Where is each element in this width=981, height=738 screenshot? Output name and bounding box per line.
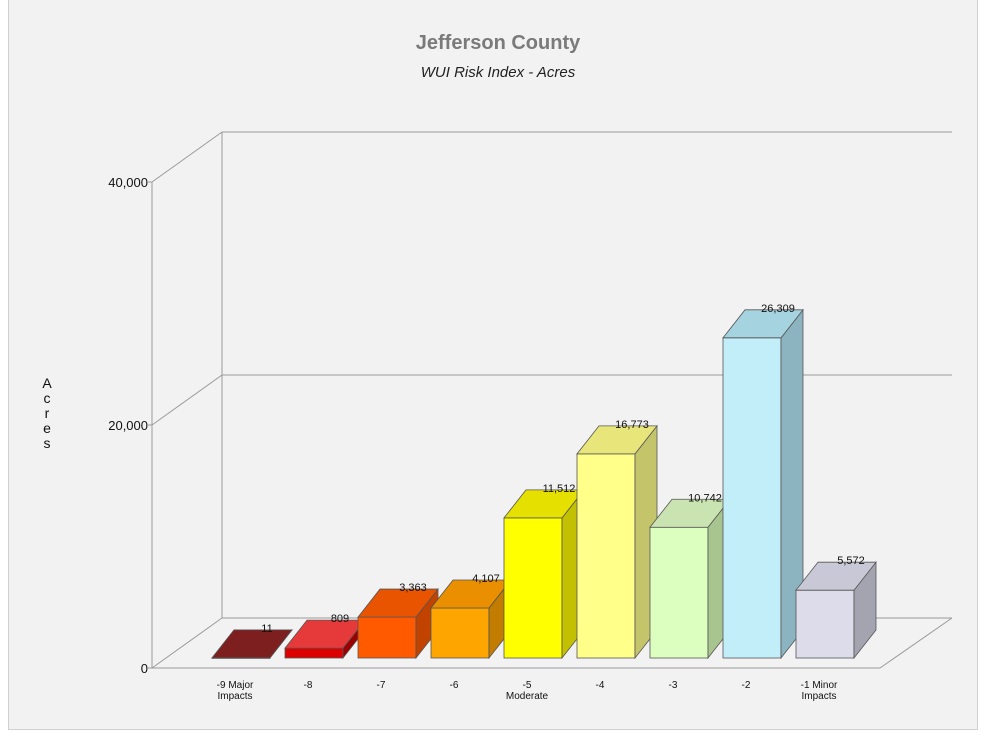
x-category-label: -6	[450, 680, 459, 691]
bar	[357, 587, 439, 660]
x-category-label: -5 Moderate	[506, 680, 549, 702]
side-wall-gridline	[151, 374, 223, 426]
bar	[722, 308, 804, 660]
bar-value-label: 10,742	[688, 492, 722, 504]
bar-top-face	[795, 561, 877, 591]
bar-top-face	[211, 629, 293, 659]
bar	[576, 424, 658, 660]
bar-value-label: 809	[331, 613, 349, 625]
bar-value-label: 11	[261, 623, 272, 635]
x-category-label: -2	[742, 680, 751, 691]
bar-front-face	[430, 607, 490, 659]
bar	[430, 578, 512, 660]
bar-front-face	[357, 616, 417, 659]
bar-front-face	[503, 517, 563, 659]
x-axis-categories: -9 Major Impacts -8 -7 -6 -5 Moderate -4 -3 -2 -1 …	[217, 680, 838, 702]
bar-value-label: 5,572	[837, 555, 865, 567]
bar	[503, 488, 585, 660]
bar-value-label: 11,512	[543, 483, 576, 495]
bar-front-face	[722, 337, 782, 659]
y-axis-ticks: 0 20,000 40,000	[108, 175, 148, 676]
x-category-label: -8	[304, 680, 313, 691]
bar	[284, 618, 366, 660]
y-tick-label: 40,000	[108, 175, 148, 190]
x-category-label: -9 Major Impacts	[217, 680, 254, 702]
bar	[211, 628, 293, 660]
y-tick-label: 0	[141, 661, 148, 676]
y-tick-label: 20,000	[108, 418, 148, 433]
x-category-label: -7	[377, 680, 386, 691]
bar-front-face	[795, 589, 855, 659]
bar-top-face	[576, 425, 658, 455]
bar-value-label: 3,363	[399, 582, 427, 594]
chart-subtitle: WUI Risk Index - Acres	[421, 64, 576, 81]
bar	[795, 561, 877, 660]
bar-value-label: 4,107	[472, 573, 500, 585]
chart-title: Jefferson County	[416, 32, 581, 54]
x-category-label: -3	[669, 680, 678, 691]
bar-top-face	[722, 309, 804, 339]
x-category-label: -1 Minor Impacts	[801, 680, 838, 702]
side-wall-gridline	[151, 617, 223, 669]
bar-front-face	[576, 453, 636, 659]
bar-front-face	[284, 647, 344, 659]
side-wall-gridline	[151, 131, 223, 183]
bar-value-label: 16,773	[615, 419, 649, 431]
floor-right-edge	[879, 617, 953, 669]
bars: 11 809 3,363 4,107 11,512 16,773 10,742 26,309 5…	[211, 303, 877, 660]
bar-top-face	[357, 588, 439, 618]
bar	[649, 498, 731, 660]
bar-value-label: 26,309	[761, 303, 795, 315]
bar-front-face	[649, 526, 709, 659]
x-category-label: -4	[596, 680, 605, 691]
